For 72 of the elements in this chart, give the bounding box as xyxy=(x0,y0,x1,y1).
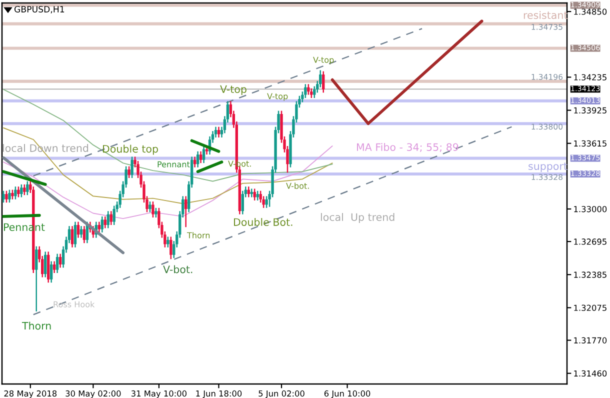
candlestick xyxy=(17,186,20,198)
y-tick-label: 1.33000 xyxy=(574,206,607,212)
candlestick xyxy=(170,236,172,260)
annotation: Thorn xyxy=(186,232,210,238)
y-tick-label: 1.31460 xyxy=(574,370,607,377)
candlestick xyxy=(166,236,170,248)
candlestick xyxy=(152,200,154,218)
candlestick xyxy=(11,189,14,200)
annotation: V-top xyxy=(220,85,246,96)
y-tick-label: 1.33615 xyxy=(574,140,606,147)
candlestick xyxy=(304,83,307,99)
y-tick-label: 1.31770 xyxy=(574,337,607,344)
annotation: MA Fibo - 34; 55; 89 xyxy=(357,143,458,152)
candlestick xyxy=(241,190,244,215)
annotation: Double top xyxy=(103,144,158,155)
candlestick xyxy=(106,210,110,229)
candlestick xyxy=(26,180,29,196)
annotation: Ross Hook xyxy=(54,301,95,308)
annotation: V-bot. xyxy=(163,265,192,274)
annotation: Thorn xyxy=(22,322,51,330)
candlestick xyxy=(196,150,200,168)
candlestick xyxy=(154,207,158,218)
candlestick xyxy=(76,221,80,238)
candlestick xyxy=(310,88,313,99)
candlestick xyxy=(199,150,202,164)
candlestick xyxy=(217,126,220,138)
candlestick xyxy=(2,190,5,204)
candlestick xyxy=(20,184,23,198)
candlestick xyxy=(35,246,38,312)
candlestick xyxy=(322,70,325,94)
candlestick xyxy=(184,196,188,228)
candlestick xyxy=(307,83,310,96)
x-tick-label: 30 May 02:00 xyxy=(66,390,121,398)
candlestick xyxy=(98,221,100,234)
y-tick-label: 1.32695 xyxy=(574,238,606,245)
y-tick-label: 1.34850 xyxy=(574,8,607,15)
candlestick xyxy=(104,216,106,229)
annotation: local Up trend xyxy=(320,213,394,223)
candlestick xyxy=(8,189,11,204)
candlestick xyxy=(74,221,77,248)
x-tick-label: 31 May 10:00 xyxy=(131,390,186,398)
annotation: Pennant xyxy=(158,161,190,168)
candlestick xyxy=(50,260,53,284)
candlestick xyxy=(82,225,86,244)
candlestick xyxy=(130,156,134,179)
candlestick xyxy=(100,216,104,234)
candlestick xyxy=(128,166,130,179)
annotation: V-top xyxy=(267,93,288,101)
candlestick xyxy=(52,260,56,274)
candlestick xyxy=(112,205,116,226)
candlestick xyxy=(148,200,152,213)
chart-title: GBPUSD,H1 xyxy=(14,6,64,14)
candlestick xyxy=(58,253,62,268)
x-tick-label: 5 Jun 02:00 xyxy=(258,390,304,398)
annotation: Double Bot. xyxy=(234,218,292,226)
candlestick xyxy=(110,210,112,226)
annotation: V-bot. xyxy=(286,182,309,189)
x-tick-label: 1 Jun 18:00 xyxy=(196,390,242,398)
candlestick xyxy=(202,145,206,164)
x-tick-label: 6 Jun 10:00 xyxy=(324,390,370,398)
candlestick xyxy=(56,253,59,274)
annotation: V-top xyxy=(313,56,334,64)
candlestick xyxy=(5,190,8,204)
y-tick-label: 1.32385 xyxy=(574,272,606,278)
candlestick xyxy=(70,225,74,248)
y-tick-label: 1.32075 xyxy=(574,304,606,311)
y-tick-label: 1.34235 xyxy=(574,74,606,80)
candlestick xyxy=(14,186,17,200)
candlestick xyxy=(23,184,26,196)
y-tick-label: 1.33925 xyxy=(574,107,606,114)
x-tick-label: 28 May 2018 xyxy=(4,390,57,398)
candlestick xyxy=(44,251,47,278)
